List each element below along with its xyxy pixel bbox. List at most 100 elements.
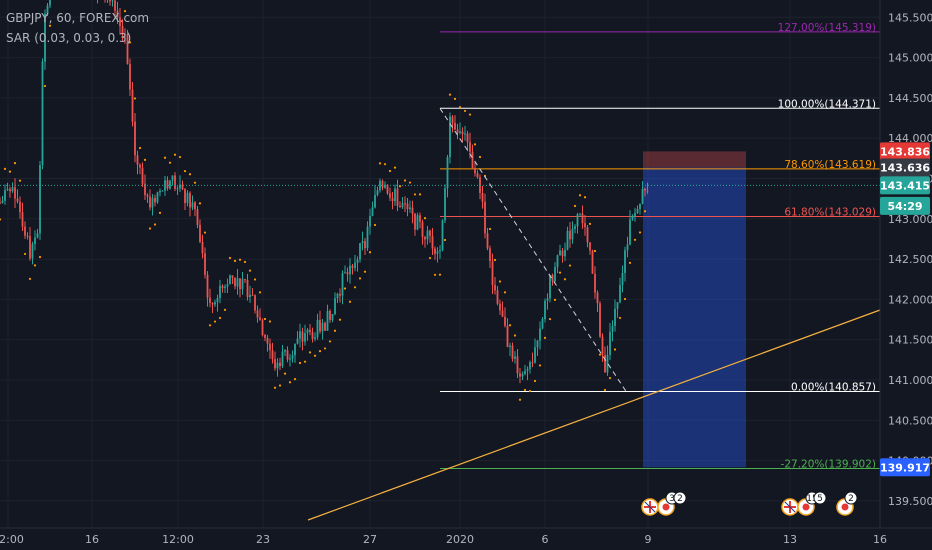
take-profit-zone[interactable] [643,167,746,468]
candle-body [334,298,336,315]
candle-body [571,228,574,240]
stop-loss-zone[interactable] [643,151,746,168]
candle-body [566,230,569,250]
candle-body [29,236,31,259]
candle-body [39,165,41,234]
candle-body [44,13,46,62]
fibonacci-levels[interactable]: 127.00%(145.319) 100.00%(144.371) 78.60%(1… [440,22,880,471]
candle-body [46,5,49,14]
price-tick-label: 139.500 [888,495,932,508]
candle-body [109,0,111,2]
sar-dot [3,167,7,170]
candle-body [36,233,39,238]
sar-dot [593,249,597,253]
sar-dot [383,163,387,166]
candle-body [409,207,411,209]
sar-dot [453,97,457,100]
sar-dot [438,273,442,276]
candle-body [419,215,421,222]
fib-level-label: 127.00%(145.319) [778,22,876,34]
sar-dot [298,361,302,365]
price-badge[interactable] [880,142,930,161]
candle-body [426,230,429,240]
sar-dot [148,227,152,230]
sar-dot [238,258,242,261]
price-badge[interactable] [880,158,930,177]
candles [0,0,649,384]
candle-body [436,251,439,254]
candle-body [139,164,141,168]
sar-dot [303,360,307,363]
sar-dot [268,320,272,323]
drawings[interactable] [0,108,881,521]
price-badge[interactable] [880,176,930,195]
candle-body [381,180,384,188]
candle-body [361,241,364,244]
price-axis[interactable]: 145.500145.000144.500144.000143.500143.0… [879,0,932,550]
candle-body [551,275,554,282]
candle-body [289,358,291,360]
price-badge-label: 143.836 [880,145,930,158]
candle-body [336,293,339,299]
candle-body [19,201,21,213]
candle-body [136,155,139,165]
candle-body [411,207,414,214]
candle-body [231,275,234,278]
dashed-trend-line[interactable] [439,108,627,392]
sar-dot [368,251,372,254]
sar-dot [28,277,32,280]
price-badge[interactable] [880,196,930,215]
candle-body [524,370,526,374]
candle-body [631,216,634,220]
sar-dot [178,155,182,159]
time-axis[interactable]: 12:00 16 12:00 23 27 2020 6 9 13 16 [0,527,932,550]
candle-body [634,213,636,217]
event-marker[interactable]: 15 5 [781,491,827,516]
candle-body [321,322,324,332]
candle-body [141,167,144,184]
short-position-tool[interactable] [643,151,746,468]
candle-body [6,189,9,191]
economic-events[interactable]: 3 2 15 5 2 [641,491,858,516]
price-tick-label: 143.000 [888,213,932,226]
sar-dot [208,324,212,327]
sar-dot [33,264,37,267]
candle-body [504,316,506,326]
candle-body [314,337,316,339]
candle-body [639,203,641,210]
sar-dot [43,84,47,88]
sar-dot [468,113,472,116]
candle-body [464,133,466,135]
time-tick-label: 6 [542,533,549,546]
sar-dot [423,217,427,220]
candle-body [126,34,129,64]
candle-body [474,167,476,174]
candle-body [239,278,241,290]
event-marker[interactable]: 2 [836,491,858,516]
candle-body [576,214,579,227]
candle-body [241,279,244,290]
candle-body [134,121,136,156]
sar-dot [618,316,622,320]
candle-body [311,331,314,339]
candle-body [216,297,219,303]
sar-dot [248,269,252,272]
indicator-legend[interactable]: SAR (0.03, 0.03, 0.3) [6,31,131,45]
candle-body [259,317,261,320]
symbol-legend[interactable]: GBPJPY, 60, FOREX.com [6,11,149,25]
sar-dot [223,308,227,311]
price-badge[interactable] [880,458,930,477]
sar-dot [413,193,417,196]
sar-dot [48,24,52,27]
candle-body [456,129,459,133]
candle-body [621,272,624,286]
candle-body [606,354,609,373]
candle-body [461,131,464,134]
candle-body [604,355,606,373]
candle-body [204,253,206,275]
candle-body [611,325,614,332]
trendline[interactable] [307,309,881,521]
sar-dot [533,379,537,383]
